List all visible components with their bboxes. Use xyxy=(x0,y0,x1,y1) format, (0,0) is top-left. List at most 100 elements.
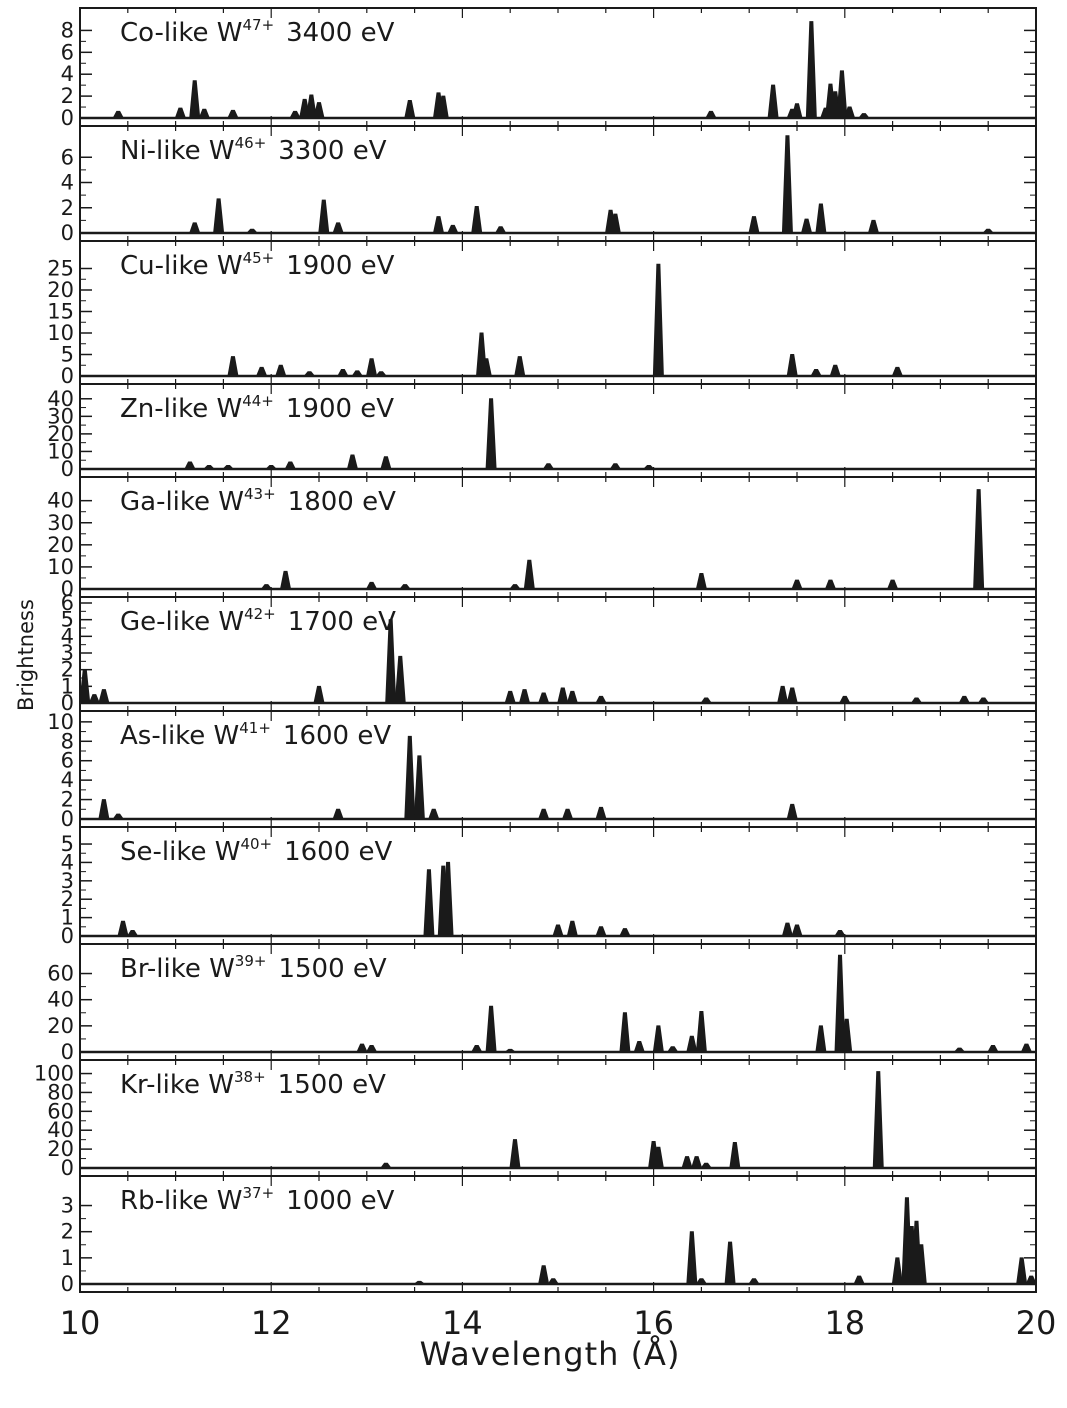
spectral-line-peak xyxy=(305,94,317,119)
ion-charge: 45+ xyxy=(243,249,275,267)
y-tick-label: 60 xyxy=(47,962,74,986)
panel-label: Zn-like W44+ 1900 eV xyxy=(120,392,394,424)
ion-name: Ga-like W xyxy=(120,487,244,517)
y-tick-label: 2 xyxy=(61,788,74,812)
spectral-line-peak xyxy=(786,803,798,820)
spectral-line-peak xyxy=(977,697,990,704)
electron-energy: 3400 eV xyxy=(286,18,394,48)
spectral-line-peak xyxy=(508,584,522,590)
y-tick-label: 6 xyxy=(61,40,74,64)
x-tick-label: 12 xyxy=(251,1304,292,1342)
ion-name: Se-like W xyxy=(120,837,240,867)
spectral-line-peak xyxy=(786,354,798,377)
panel-label: Br-like W39+ 1500 eV xyxy=(120,952,387,984)
ion-charge: 42+ xyxy=(244,605,276,623)
spectral-line-peak xyxy=(189,80,201,119)
ion-name: Rb-like W xyxy=(120,1186,243,1216)
spectral-line-peak xyxy=(442,861,454,937)
spectral-line-peak xyxy=(523,559,535,590)
spectral-line-peak xyxy=(380,456,392,470)
y-tick-label: 20 xyxy=(47,422,74,446)
y-tick-label: 40 xyxy=(47,387,74,411)
spectral-line-peak xyxy=(633,1041,645,1053)
y-tick-label: 0 xyxy=(61,221,74,245)
spectral-line-peak xyxy=(566,690,579,704)
y-tick-label: 5 xyxy=(61,832,74,856)
spectral-line-peak xyxy=(695,573,708,590)
y-axis-label: Brightness xyxy=(14,599,38,711)
panel-label: Ga-like W43+ 1800 eV xyxy=(120,485,396,517)
y-tick-label: 1 xyxy=(61,674,74,698)
ion-name: As-like W xyxy=(120,721,239,751)
ion-charge: 43+ xyxy=(244,485,276,503)
panel-label: As-like W41+ 1600 eV xyxy=(120,719,391,751)
spectral-line-peak xyxy=(423,869,435,937)
spectral-line-peak xyxy=(695,1010,707,1053)
spectral-line-peak xyxy=(198,108,211,119)
spectral-line-peak xyxy=(857,113,870,119)
electron-energy: 1500 eV xyxy=(278,1070,386,1100)
electron-energy: 1900 eV xyxy=(286,394,394,424)
spectral-line-peak xyxy=(112,813,125,820)
spectral-line-peak xyxy=(619,928,631,937)
spectral-line-peak xyxy=(686,1035,698,1053)
spectral-line-peak xyxy=(547,1278,560,1285)
y-tick-label: 2 xyxy=(61,84,74,108)
spectral-line-peak xyxy=(509,1139,521,1169)
spectral-line-peak xyxy=(88,694,101,704)
spectral-line-peak xyxy=(557,687,569,704)
spectral-line-peak xyxy=(221,464,235,470)
spectral-line-peak xyxy=(595,926,607,937)
spectral-line-peak xyxy=(566,920,578,937)
spectral-line-peak xyxy=(1025,1275,1037,1285)
y-tick-label: 0 xyxy=(61,577,74,601)
ion-charge: 38+ xyxy=(234,1068,266,1086)
spectral-line-peak xyxy=(838,695,851,704)
spectral-line-peak xyxy=(705,110,717,119)
spectral-line-peak xyxy=(485,1005,497,1053)
y-tick-label: 15 xyxy=(47,300,74,324)
y-tick-label: 1 xyxy=(61,906,74,930)
ion-charge: 40+ xyxy=(240,835,272,853)
spectral-line-peak xyxy=(824,579,837,590)
spectral-line-peak xyxy=(432,216,445,234)
ion-charge: 44+ xyxy=(242,392,274,410)
x-tick-label: 16 xyxy=(633,1304,674,1342)
spectral-line-peak xyxy=(729,1142,741,1169)
spectral-line-peak xyxy=(815,1025,827,1053)
x-tick-label: 10 xyxy=(60,1304,101,1342)
spectral-line-peak xyxy=(953,1047,966,1053)
electron-energy: 1900 eV xyxy=(286,251,394,281)
y-tick-label: 0 xyxy=(61,364,74,388)
y-tick-label: 4 xyxy=(61,850,74,874)
spectral-line-peak xyxy=(1020,1043,1033,1053)
spectral-line-peak xyxy=(385,619,397,704)
spectral-line-peak xyxy=(189,222,201,234)
y-tick-label: 30 xyxy=(47,511,74,535)
ion-name: Cu-like W xyxy=(120,251,243,281)
spectral-line-peak xyxy=(781,135,793,234)
y-tick-label: 10 xyxy=(47,555,74,579)
y-tick-label: 0 xyxy=(61,807,74,831)
spectral-line-peak xyxy=(412,1280,426,1285)
spectral-line-peak xyxy=(652,1025,664,1053)
spectral-line-peak xyxy=(595,806,607,820)
spectral-line-peak xyxy=(609,463,622,470)
spectral-line-peak xyxy=(767,84,779,119)
y-tick-label: 30 xyxy=(47,404,74,428)
spectral-line-peak xyxy=(404,99,416,119)
spectral-line-peak xyxy=(356,1043,368,1053)
spectral-line-peak xyxy=(982,228,995,234)
electron-energy: 3300 eV xyxy=(278,136,386,166)
ion-name: Kr-like W xyxy=(120,1070,234,1100)
spectral-line-peak xyxy=(724,1241,736,1285)
spectral-line-peak xyxy=(313,102,325,119)
panel-label: Ni-like W46+ 3300 eV xyxy=(120,134,387,166)
spectral-line-peak xyxy=(748,1278,760,1285)
spectral-line-peak xyxy=(485,398,497,470)
y-tick-label: 3 xyxy=(61,1194,74,1218)
panel-label: Se-like W40+ 1600 eV xyxy=(120,835,393,867)
spectral-line-peak xyxy=(303,371,316,377)
